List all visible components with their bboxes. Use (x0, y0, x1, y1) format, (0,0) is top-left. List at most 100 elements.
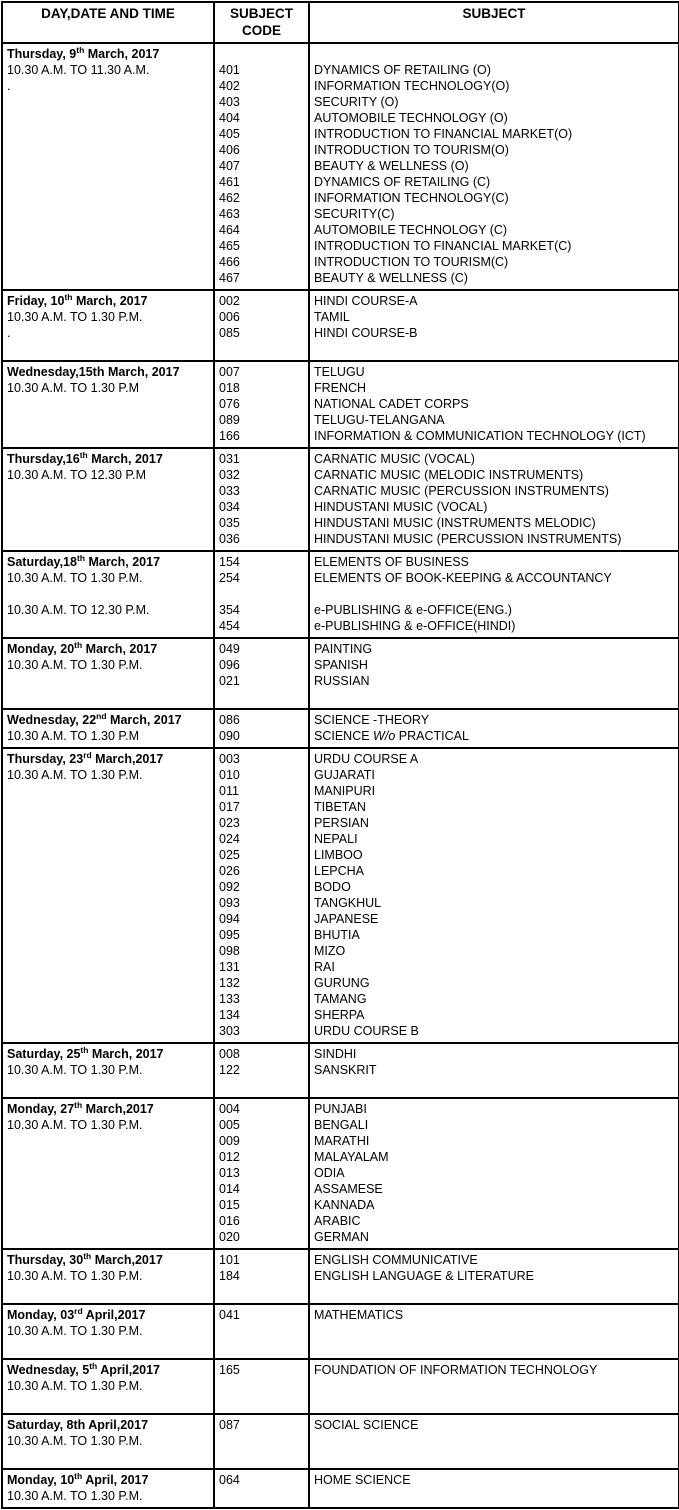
table-row: Wednesday, 5th April,2017 10.30 A.M. TO 1… (1, 1358, 679, 1415)
subject-code: 402 (219, 79, 240, 93)
subject-name: SCIENCE W/o PRACTICAL (314, 729, 469, 743)
subject-code: 407 (219, 159, 240, 173)
time-line: 10.30 A.M. TO 12.30 P.M. (7, 603, 150, 617)
subject-code: 003 (219, 752, 240, 766)
table-row: Monday, 27th March,2017 10.30 A.M. TO 1.3… (1, 1097, 679, 1250)
header-day-date-time: DAY,DATE AND TIME (1, 1, 215, 44)
subject-code: 008 (219, 1047, 240, 1061)
subject-code: 020 (219, 1230, 240, 1244)
subject-name: HINDUSTANI MUSIC (PERCUSSION INSTRUMENTS… (314, 532, 622, 546)
time-line: . (7, 79, 11, 93)
date-time-cell: Thursday, 23rd March,2017 10.30 A.M. TO 1… (1, 747, 215, 1044)
subject-code: 465 (219, 239, 240, 253)
subject-code: 254 (219, 571, 240, 585)
table-row: Wednesday, 22nd March, 2017 10.30 A.M. TO… (1, 708, 679, 749)
date-time-cell: Wednesday, 5th April,2017 10.30 A.M. TO 1… (1, 1358, 215, 1415)
subject-name (314, 1284, 674, 1300)
subject-name (314, 1433, 674, 1449)
date-line: Wednesday,15th March, 2017 (7, 365, 180, 379)
subject-code: 041 (219, 1308, 240, 1322)
subject-code: 064 (219, 1473, 240, 1487)
subject-name: TIBETAN (314, 800, 366, 814)
subject-cell: SCIENCE -THEORY SCIENCE W/o PRACTICAL (308, 708, 679, 749)
subject-code: 154 (219, 555, 240, 569)
subject-cell: PUNJABI BENGALI MARATHI MALAYALAM ODIA ASSAME… (308, 1097, 679, 1250)
subject-code-cell: 064 (213, 1468, 310, 1509)
subject-name: SHERPA (314, 1008, 365, 1022)
date-line: Monday, 03rd April,2017 (7, 1306, 146, 1322)
subject-name: HINDI COURSE-A (314, 294, 418, 308)
subject-code: 033 (219, 484, 240, 498)
table-row: Thursday, 30th March,2017 10.30 A.M. TO 1… (1, 1248, 679, 1305)
subject-name: PERSIAN (314, 816, 369, 830)
subject-code: 406 (219, 143, 240, 157)
subject-name (314, 689, 674, 705)
subject-code: 095 (219, 928, 240, 942)
subject-name: GURUNG (314, 976, 370, 990)
subject-code-cell: 101 184 (213, 1248, 310, 1305)
subject-cell: ENGLISH COMMUNICATIVE ENGLISH LANGUAGE & … (308, 1248, 679, 1305)
date-time-cell: Thursday, 9th March, 2017 10.30 A.M. TO 1… (1, 42, 215, 291)
subject-name: SECURITY (O) (314, 95, 399, 109)
subject-code: 034 (219, 500, 240, 514)
time-line: . (7, 326, 11, 340)
subject-name: AUTOMOBILE TECHNOLOGY (C) (314, 223, 508, 237)
subject-code: 025 (219, 848, 240, 862)
subject-code: 089 (219, 413, 240, 427)
table-row: Thursday, 23rd March,2017 10.30 A.M. TO 1… (1, 747, 679, 1044)
subject-code: 354 (219, 603, 240, 617)
subject-code: 013 (219, 1166, 240, 1180)
schedule-body: Thursday, 9th March, 2017 10.30 A.M. TO 1… (1, 42, 679, 1509)
subject-name: ENGLISH COMMUNICATIVE (314, 1253, 478, 1267)
subject-code: 093 (219, 896, 240, 910)
subject-code: 016 (219, 1214, 240, 1228)
subject-name: INFORMATION & COMMUNICATION TECHNOLOGY (… (314, 429, 646, 443)
subject-name: LEPCHA (314, 864, 365, 878)
subject-name: AUTOMOBILE TECHNOLOGY (O) (314, 111, 508, 125)
subject-code: 401 (219, 63, 240, 77)
subject-code: 131 (219, 960, 240, 974)
date-time-cell: Wednesday,15th March, 2017 10.30 A.M. TO … (1, 360, 215, 449)
date-time-cell: Saturday, 25th March, 2017 10.30 A.M. TO … (1, 1042, 215, 1099)
subject-name: NEPALI (314, 832, 358, 846)
subject-cell: TELUGU FRENCH NATIONAL CADET CORPS TELUGU-T… (308, 360, 679, 449)
date-time-cell: Saturday,18th March, 2017 10.30 A.M. TO 1… (1, 550, 215, 639)
subject-name: FOUNDATION OF INFORMATION TECHNOLOGY (314, 1363, 598, 1377)
date-time-cell: Saturday, 8th April,2017 10.30 A.M. TO 1.… (1, 1413, 215, 1470)
subject-code: 018 (219, 381, 240, 395)
subject-code: 024 (219, 832, 240, 846)
subject-code-cell: 002 006 085 (213, 289, 310, 362)
subject-code: 165 (219, 1363, 240, 1377)
subject-name: RUSSIAN (314, 674, 370, 688)
subject-name: ELEMENTS OF BUSINESS (314, 555, 469, 569)
subject-name: ODIA (314, 1166, 345, 1180)
subject-code (219, 1449, 304, 1465)
subject-name: HINDUSTANI MUSIC (VOCAL) (314, 500, 488, 514)
subject-name: BHUTIA (314, 928, 360, 942)
subject-name: INTRODUCTION TO FINANCIAL MARKET(C) (314, 239, 572, 253)
subject-code: 010 (219, 768, 240, 782)
subject-code: 405 (219, 127, 240, 141)
subject-name: INTRODUCTION TO FINANCIAL MARKET(O) (314, 127, 573, 141)
table-row: Wednesday,15th March, 2017 10.30 A.M. TO … (1, 360, 679, 449)
subject-code (219, 1339, 304, 1355)
table-row: Saturday,18th March, 2017 10.30 A.M. TO 1… (1, 550, 679, 639)
date-line: Thursday, 30th March,2017 (7, 1251, 163, 1267)
date-line: Thursday, 23rd March,2017 (7, 750, 164, 766)
subject-code (219, 46, 304, 62)
date-line: Monday, 10th April, 2017 (7, 1471, 149, 1487)
subject-name: GERMAN (314, 1230, 369, 1244)
subject-name: HINDI COURSE-B (314, 326, 418, 340)
subject-code: 454 (219, 619, 240, 633)
date-line: Wednesday, 22nd March, 2017 (7, 711, 182, 727)
subject-code: 134 (219, 1008, 240, 1022)
subject-name (314, 1449, 674, 1465)
subject-code: 012 (219, 1150, 240, 1164)
subject-code: 303 (219, 1024, 240, 1038)
subject-name: URDU COURSE B (314, 1024, 419, 1038)
subject-name: DYNAMICS OF RETAILING (C) (314, 175, 491, 189)
table-row: Friday, 10th March, 2017 10.30 A.M. TO 1.… (1, 289, 679, 362)
subject-code (219, 689, 304, 705)
date-line: Monday, 27th March,2017 (7, 1100, 154, 1116)
